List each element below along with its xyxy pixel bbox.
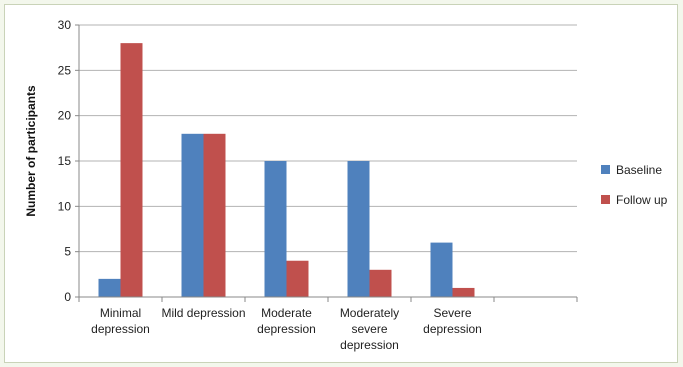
y-axis-title: Number of participants	[24, 85, 38, 217]
bar-follow-up	[286, 260, 309, 297]
legend-swatch	[601, 195, 610, 204]
bar-baseline	[181, 133, 204, 297]
bar-chart: 0 5 10 15 20 25 30 Minimal depression Mild depre…	[24, 18, 668, 352]
category-labels: Minimal depression Mild depression Moderate…	[91, 306, 482, 352]
legend-label: Baseline	[616, 163, 662, 177]
gridlines	[79, 24, 577, 253]
bar-baseline	[98, 278, 121, 297]
bars	[98, 43, 475, 298]
y-tick-label: 0	[64, 290, 71, 304]
y-tick-label: 25	[58, 63, 72, 77]
x-category-label: Severe	[433, 306, 471, 320]
bar-baseline	[430, 242, 453, 297]
x-category-label: depression	[257, 322, 316, 336]
x-category-label: depression	[340, 338, 399, 352]
axes	[75, 24, 578, 302]
bar-baseline	[347, 161, 370, 297]
x-category-label: severe	[351, 322, 387, 336]
bar-follow-up	[452, 287, 475, 297]
y-tick-label: 5	[64, 245, 71, 259]
y-tick-label: 10	[58, 199, 72, 213]
y-tick-label: 30	[58, 18, 72, 32]
legend-label: Follow up	[616, 193, 668, 207]
bar-baseline	[264, 161, 287, 297]
y-tick-labels: 0 5 10 15 20 25 30	[58, 18, 72, 304]
x-category-label: Moderate	[261, 306, 312, 320]
legend: Baseline Follow up	[601, 163, 668, 207]
bar-follow-up	[203, 133, 226, 297]
x-category-label: depression	[423, 322, 482, 336]
y-tick-label: 20	[58, 109, 72, 123]
y-tick-label: 15	[58, 154, 72, 168]
x-category-label: depression	[91, 322, 150, 336]
chart-frame: 0 5 10 15 20 25 30 Minimal depression Mild depre…	[4, 4, 678, 363]
x-category-label: Moderately	[340, 306, 399, 320]
x-category-label: Minimal	[100, 306, 141, 320]
x-category-label: Mild depression	[161, 306, 245, 320]
bar-follow-up	[120, 43, 143, 298]
legend-swatch	[601, 165, 610, 174]
bar-follow-up	[369, 269, 392, 297]
